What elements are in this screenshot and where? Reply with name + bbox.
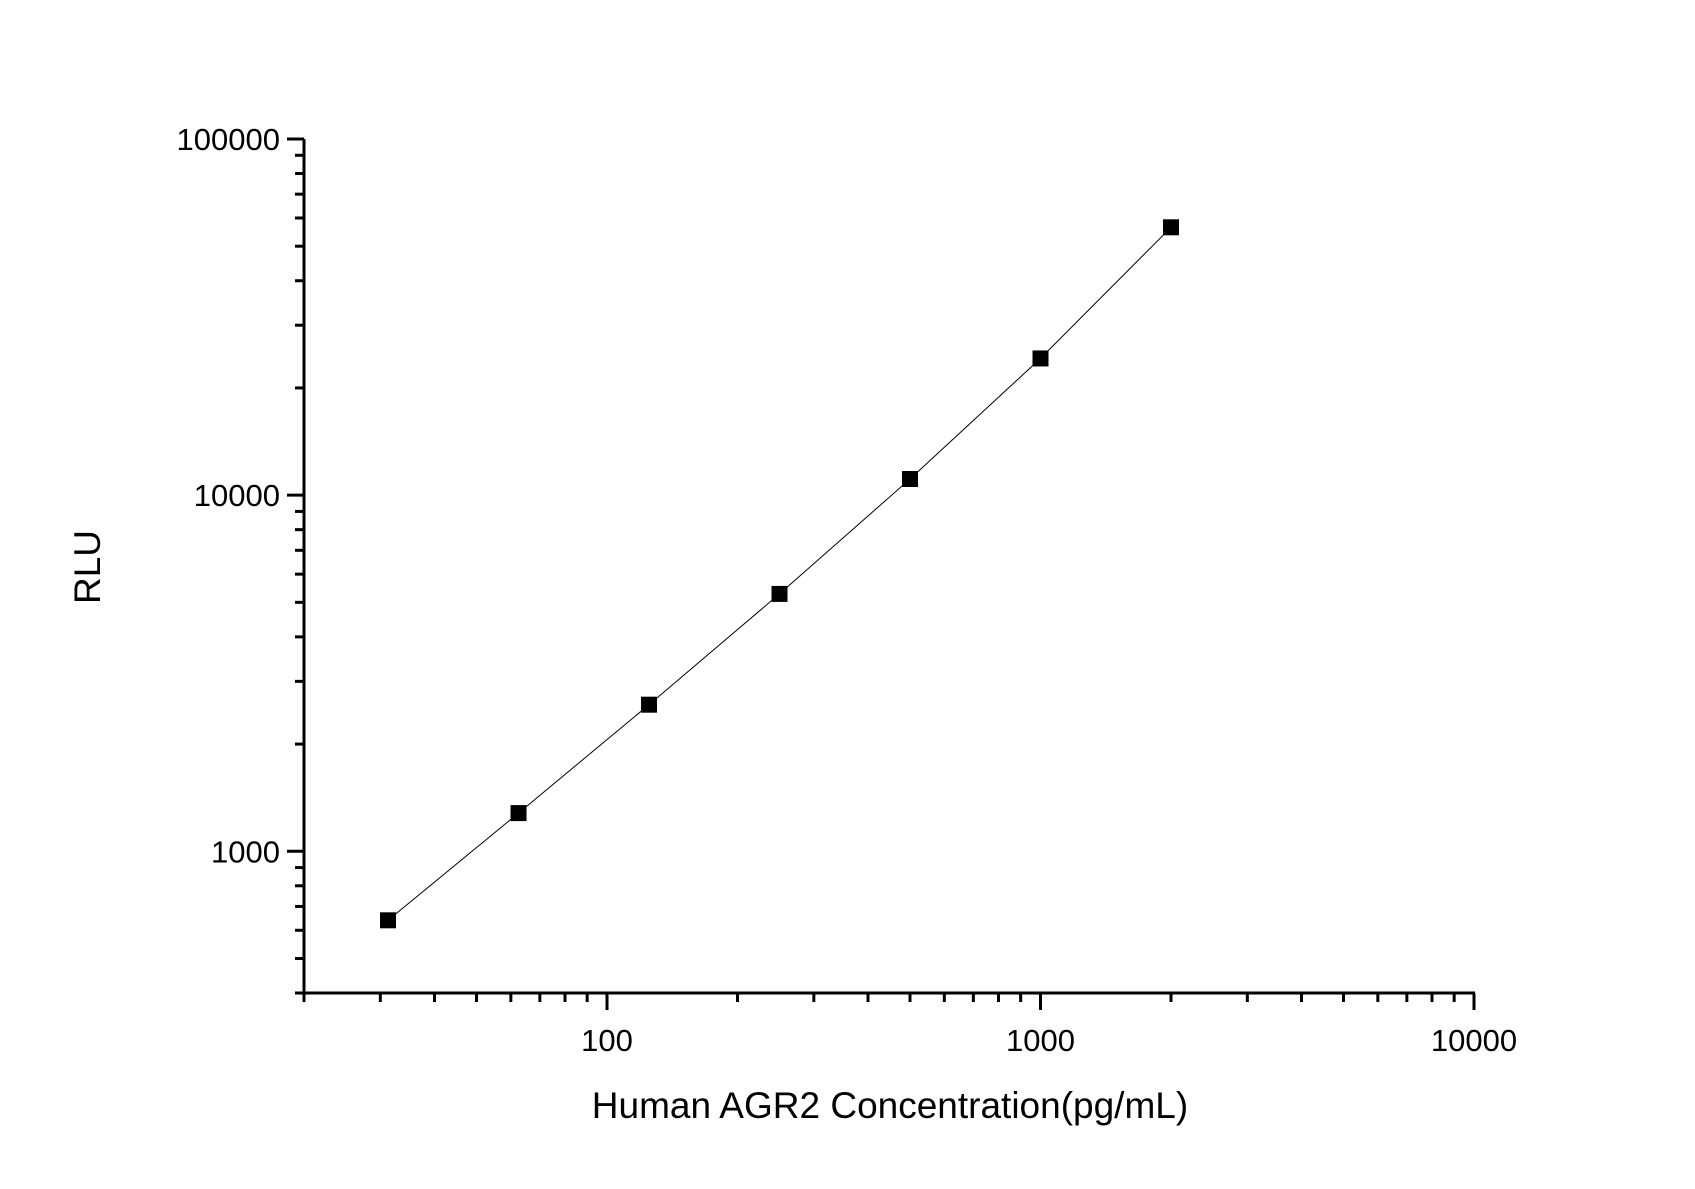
y-axis-label: RLU (67, 530, 108, 604)
y-tick-label: 1000 (211, 834, 280, 869)
data-point (510, 805, 527, 822)
y-tick-label: 10000 (194, 478, 280, 513)
data-point (641, 696, 658, 713)
x-tick-label: 100 (581, 1023, 633, 1058)
data-point (1162, 219, 1179, 236)
x-axis-label: Human AGR2 Concentration(pg/mL) (592, 1085, 1188, 1126)
plot-area (380, 219, 1179, 929)
data-point (380, 912, 397, 929)
data-point (771, 585, 788, 602)
data-point (1032, 350, 1049, 367)
data-point (902, 470, 919, 487)
x-tick-label: 10000 (1431, 1023, 1517, 1058)
y-tick-label: 100000 (177, 122, 280, 157)
axes: 100 1000 10000 1000 10000 100000 (177, 122, 1518, 1058)
x-tick-label: 1000 (1006, 1023, 1075, 1058)
series-line (387, 226, 1172, 921)
